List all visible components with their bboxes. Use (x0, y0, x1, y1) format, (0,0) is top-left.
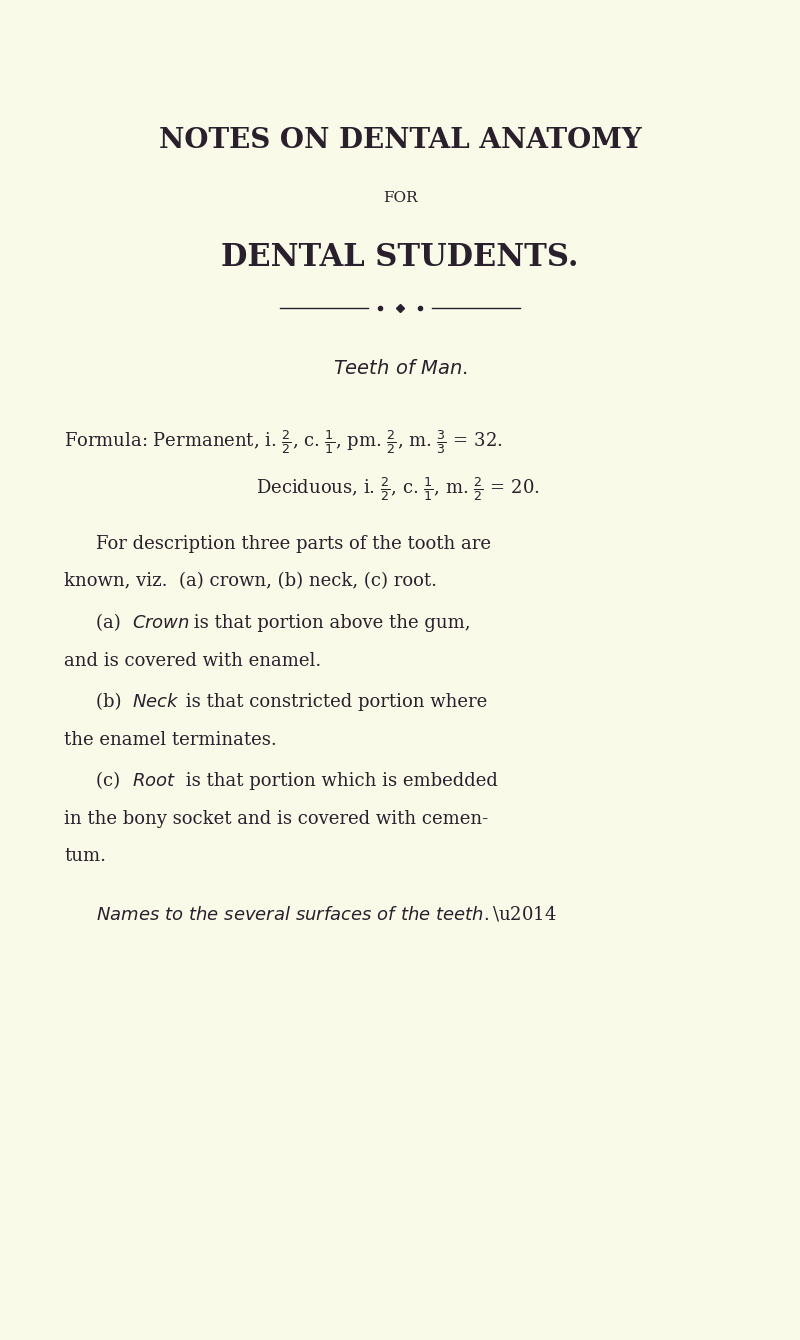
Text: in the bony socket and is covered with cemen-: in the bony socket and is covered with c… (64, 809, 488, 828)
Text: NOTES ON DENTAL ANATOMY: NOTES ON DENTAL ANATOMY (158, 127, 642, 154)
Text: the enamel terminates.: the enamel terminates. (64, 730, 277, 749)
Text: tum.: tum. (64, 847, 106, 866)
Text: is that portion above the gum,: is that portion above the gum, (188, 614, 470, 632)
Text: For description three parts of the tooth are: For description three parts of the tooth… (96, 535, 491, 553)
Text: $\it{Names\ to\ the\ several\ surfaces\ of\ the\ teeth.}$\u2014: $\it{Names\ to\ the\ several\ surfaces\ … (96, 905, 557, 923)
Text: DENTAL STUDENTS.: DENTAL STUDENTS. (222, 241, 578, 273)
Text: $\it{Root}$: $\it{Root}$ (132, 772, 176, 791)
Text: Formula: Permanent, i. $\frac{2}{2}$, c. $\frac{1}{1}$, pm. $\frac{2}{2}$, m. $\: Formula: Permanent, i. $\frac{2}{2}$, c.… (64, 429, 502, 456)
Text: FOR: FOR (382, 192, 418, 205)
Text: (b): (b) (96, 693, 127, 712)
Text: (a): (a) (96, 614, 126, 632)
Text: is that constricted portion where: is that constricted portion where (180, 693, 487, 712)
Text: $\it{Crown}$: $\it{Crown}$ (132, 614, 190, 632)
Text: Deciduous, i. $\frac{2}{2}$, c. $\frac{1}{1}$, m. $\frac{2}{2}$ = 20.: Deciduous, i. $\frac{2}{2}$, c. $\frac{1… (256, 476, 540, 502)
Text: known, viz.  (a) crown, (b) neck, (c) root.: known, viz. (a) crown, (b) neck, (c) roo… (64, 572, 437, 591)
Text: is that portion which is embedded: is that portion which is embedded (180, 772, 498, 791)
Text: (c): (c) (96, 772, 126, 791)
Text: $\it{Neck}$: $\it{Neck}$ (132, 693, 179, 712)
Text: $\it{Teeth\ of\ Man.}$: $\it{Teeth\ of\ Man.}$ (333, 359, 467, 378)
Text: and is covered with enamel.: and is covered with enamel. (64, 651, 322, 670)
